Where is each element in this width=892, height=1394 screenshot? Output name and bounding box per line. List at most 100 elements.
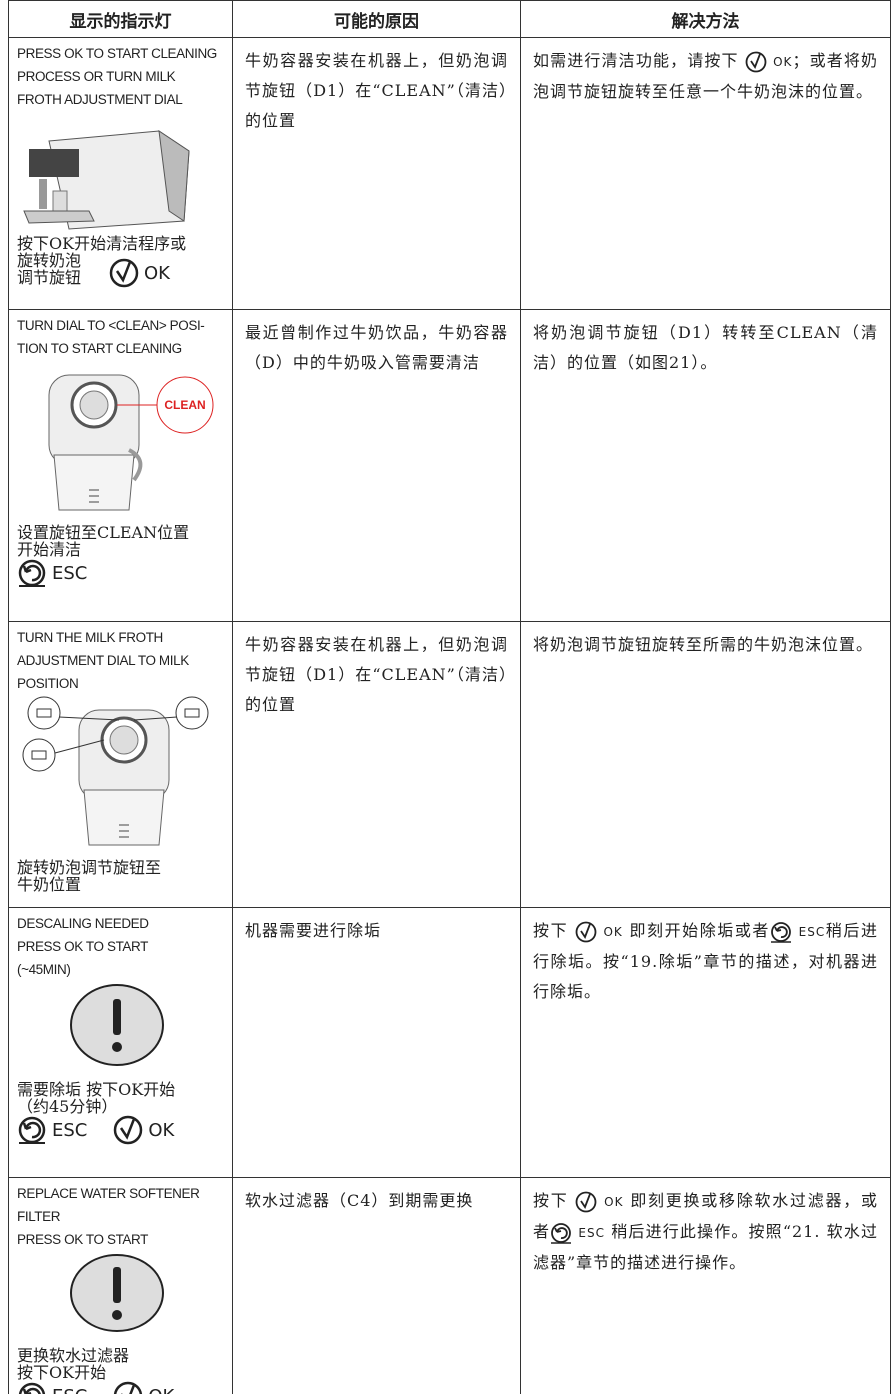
- solution-cell: 按下 OK 即刻更换或移除软水过滤器，或者 ESC 稍后进行此操作。按照“21.…: [520, 1177, 891, 1394]
- line: TURN THE MILK FROTH: [17, 630, 163, 645]
- back-icon: [18, 559, 46, 587]
- line: REPLACE WATER SOFTENER: [17, 1186, 200, 1201]
- line: 需要除垢 按下OK开始: [17, 1080, 176, 1099]
- row: TURN THE MILK FROTH ADJUSTMENT DIAL TO MI…: [8, 621, 891, 908]
- line: PRESS OK TO START: [17, 939, 148, 954]
- text: 将奶泡调节旋钮旋转至所需的牛奶泡沫位置。: [533, 635, 874, 654]
- solution: 按下 OK 即刻更换或移除软水过滤器，或者 ESC 稍后进行此操作。按照“21.…: [521, 1178, 890, 1278]
- line: 开始清洁: [17, 540, 82, 559]
- button-label: ESC: [52, 1386, 87, 1394]
- solution: 将奶泡调节旋钮（D1）转转至CLEAN（清洁）的位置（如图21）。: [521, 310, 890, 378]
- indicator-text: DESCALING NEEDED PRESS OK TO START (~45MIN…: [9, 908, 232, 981]
- line: PROCESS OR TURN MILK: [17, 69, 176, 84]
- line: （约45分钟）: [17, 1097, 118, 1116]
- text: 如需进行清洁功能，请按下: [533, 51, 739, 70]
- line: TURN DIAL TO <CLEAN> POSI-: [17, 318, 205, 333]
- line: 旋转奶泡: [17, 251, 82, 270]
- line: (~45MIN): [17, 962, 71, 977]
- back-icon: [551, 1222, 572, 1244]
- line: PRESS OK TO START CLEANING: [17, 46, 217, 61]
- solution-cell: 按下 OK 即刻开始除垢或者 ESC稍后进行除垢。按“19.除垢”章节的描述，对…: [520, 907, 891, 1178]
- buttons: ESC OK: [9, 1115, 232, 1145]
- buttons: ESC: [9, 558, 232, 588]
- check-icon: [575, 921, 597, 942]
- button-label: ESC: [52, 562, 88, 584]
- button-label: OK: [603, 925, 623, 939]
- text: 按下: [533, 921, 569, 940]
- line: 牛奶位置: [17, 875, 82, 894]
- indicator-text: REPLACE WATER SOFTENER FILTER PRESS OK TO …: [9, 1178, 232, 1251]
- solution: 将奶泡调节旋钮旋转至所需的牛奶泡沫位置。: [521, 622, 890, 660]
- button-label: ESC: [52, 1119, 88, 1141]
- troubleshooting-table: 显示的指示灯 可能的原因 解决方法 PRESS OK TO START CLEA…: [8, 0, 891, 1394]
- check-icon: [114, 1115, 143, 1145]
- row: TURN DIAL TO <CLEAN> POSI- TION TO START …: [8, 309, 891, 622]
- ok-button: OK: [113, 1381, 174, 1394]
- check-icon: [575, 1191, 597, 1212]
- cause: 牛奶容器安装在机器上，但奶泡调节旋钮（D1）在“CLEAN”（清洁）的位置: [245, 51, 508, 130]
- text: 稍后进行此操作。按照“21. 软水过滤器”章节的描述进行操作。: [533, 1222, 878, 1272]
- line: POSITION: [17, 676, 79, 691]
- line: FROTH ADJUSTMENT DIAL: [17, 92, 183, 107]
- solution-cell: 将奶泡调节旋钮（D1）转转至CLEAN（清洁）的位置（如图21）。: [520, 309, 891, 622]
- indicator-text: TURN DIAL TO <CLEAN> POSI- TION TO START …: [9, 310, 232, 360]
- row: PRESS OK TO START CLEANING PROCESS OR TUR…: [8, 37, 891, 310]
- line: TION TO START CLEANING: [17, 341, 182, 356]
- solution-cell: 将奶泡调节旋钮旋转至所需的牛奶泡沫位置。: [520, 621, 891, 908]
- caption: 旋转奶泡调节旋钮至 牛奶位置: [9, 859, 232, 893]
- indicator-text: PRESS OK TO START CLEANING PROCESS OR TUR…: [9, 38, 232, 111]
- cause: 机器需要进行除垢: [245, 921, 382, 940]
- button-label: OK: [604, 1195, 624, 1209]
- indicator-cell: TURN THE MILK FROTH ADJUSTMENT DIAL TO MI…: [8, 621, 233, 908]
- text: 将奶泡调节旋钮（D1）转转至CLEAN（清洁）的位置（如图21）。: [533, 323, 878, 372]
- check-icon: [114, 1381, 143, 1394]
- caption: 按下OK开始清洁程序或 旋转奶泡 调节旋钮: [9, 235, 232, 286]
- indicator-text: TURN THE MILK FROTH ADJUSTMENT DIAL TO MI…: [9, 622, 232, 695]
- back-icon: [18, 1116, 46, 1144]
- esc-button: ESC: [17, 558, 87, 588]
- esc-button: ESC: [17, 1381, 87, 1394]
- dial-illustration: [22, 696, 209, 846]
- text: 即刻开始除垢或者: [629, 921, 770, 940]
- text: 按下: [533, 1191, 569, 1210]
- dial-illustration: CLEAN: [48, 374, 214, 511]
- indicator-cell: PRESS OK TO START CLEANING PROCESS OR TUR…: [8, 37, 233, 310]
- solution-cell: 如需进行清洁功能，请按下 OK；或者将奶泡调节旋钮旋转至任意一个牛奶泡沫的位置。: [520, 37, 891, 310]
- solution: 按下 OK 即刻开始除垢或者 ESC稍后进行除垢。按“19.除垢”章节的描述，对…: [521, 908, 890, 1007]
- button-label: OK: [148, 1119, 175, 1141]
- line: 旋转奶泡调节旋钮至: [17, 858, 162, 877]
- indicator-cell: TURN DIAL TO <CLEAN> POSI- TION TO START …: [8, 309, 233, 622]
- check-icon: [109, 258, 139, 288]
- row: REPLACE WATER SOFTENER FILTER PRESS OK TO …: [8, 1177, 891, 1394]
- ok-button: OK: [113, 1115, 174, 1145]
- button-label: ESC: [798, 925, 826, 939]
- cause: 牛奶容器安装在机器上，但奶泡调节旋钮（D1）在“CLEAN”（清洁）的位置: [245, 635, 508, 714]
- cause: 最近曾制作过牛奶饮品，牛奶容器（D）中的牛奶吸入管需要清洁: [245, 323, 508, 372]
- line: 按下OK开始: [17, 1363, 107, 1382]
- line: FILTER: [17, 1209, 61, 1224]
- header: 显示的指示灯: [8, 0, 233, 38]
- text: ；或者将奶泡调节旋钮旋转至任意一个牛奶泡沫的位置。: [533, 51, 878, 101]
- cause: 软水过滤器（C4）到期需更换: [245, 1191, 474, 1210]
- button-label: OK: [148, 1386, 174, 1394]
- line: 调节旋钮: [17, 268, 82, 287]
- line: 按下OK开始清洁程序或: [17, 234, 187, 253]
- caption: 需要除垢 按下OK开始 （约45分钟）: [9, 1081, 232, 1115]
- cause-cell: 牛奶容器安装在机器上，但奶泡调节旋钮（D1）在“CLEAN”（清洁）的位置: [232, 37, 521, 310]
- check-icon: [745, 51, 767, 72]
- warning-icon: [70, 1254, 164, 1332]
- back-icon: [18, 1382, 46, 1394]
- line: DESCALING NEEDED: [17, 916, 149, 931]
- ok-button: OK: [109, 258, 170, 288]
- line: 更换软水过滤器: [17, 1346, 130, 1365]
- solution: 如需进行清洁功能，请按下 OK；或者将奶泡调节旋钮旋转至任意一个牛奶泡沫的位置。: [521, 38, 890, 107]
- header: 可能的原因: [232, 0, 521, 38]
- caption: 更换软水过滤器 按下OK开始: [9, 1347, 232, 1381]
- caption: 设置旋钮至CLEAN位置 开始清洁: [9, 524, 232, 558]
- indicator-cell: DESCALING NEEDED PRESS OK TO START (~45MIN…: [8, 907, 233, 1178]
- line: 设置旋钮至CLEAN位置: [17, 523, 190, 542]
- cause-cell: 软水过滤器（C4）到期需更换: [232, 1177, 521, 1394]
- buttons: OK: [101, 258, 232, 288]
- cause-cell: 牛奶容器安装在机器上，但奶泡调节旋钮（D1）在“CLEAN”（清洁）的位置: [232, 621, 521, 908]
